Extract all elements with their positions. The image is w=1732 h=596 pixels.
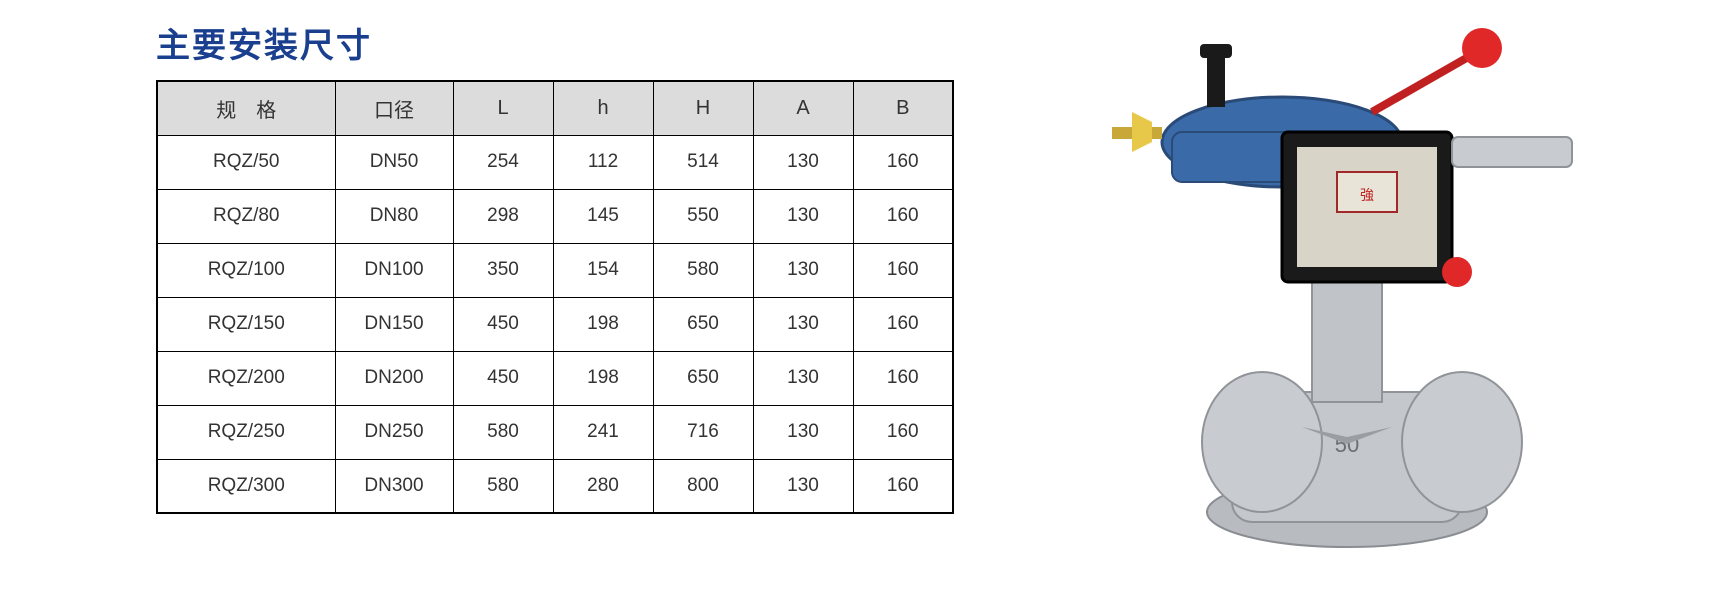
cell-B: 160 xyxy=(853,297,953,351)
cell-spec: RQZ/50 xyxy=(157,135,335,189)
cell-A: 130 xyxy=(753,135,853,189)
cell-B: 160 xyxy=(853,243,953,297)
table-row: RQZ/50 DN50 254 112 514 130 160 xyxy=(157,135,953,189)
section-title: 主要安装尺寸 xyxy=(156,18,372,67)
header-H-cap: H xyxy=(653,81,753,135)
header-A: A xyxy=(753,81,853,135)
header-dn: 口径 xyxy=(335,81,453,135)
cell-B: 160 xyxy=(853,351,953,405)
cell-h: 280 xyxy=(553,459,653,513)
cell-dn: DN150 xyxy=(335,297,453,351)
table-row: RQZ/200 DN200 450 198 650 130 160 xyxy=(157,351,953,405)
header-L: L xyxy=(453,81,553,135)
product-image-container: 50 強 xyxy=(1112,12,1582,572)
cell-L: 450 xyxy=(453,297,553,351)
table-body: RQZ/50 DN50 254 112 514 130 160 RQZ/80 D… xyxy=(157,135,953,513)
cell-L: 450 xyxy=(453,351,553,405)
cell-h: 112 xyxy=(553,135,653,189)
cell-L: 580 xyxy=(453,459,553,513)
table-row: RQZ/100 DN100 350 154 580 130 160 xyxy=(157,243,953,297)
cell-L: 254 xyxy=(453,135,553,189)
header-B: B xyxy=(853,81,953,135)
cell-spec: RQZ/300 xyxy=(157,459,335,513)
cell-h: 198 xyxy=(553,351,653,405)
cell-spec: RQZ/200 xyxy=(157,351,335,405)
cell-B: 160 xyxy=(853,459,953,513)
table-row: RQZ/80 DN80 298 145 550 130 160 xyxy=(157,189,953,243)
table-row: RQZ/300 DN300 580 280 800 130 160 xyxy=(157,459,953,513)
cell-B: 160 xyxy=(853,135,953,189)
cell-A: 130 xyxy=(753,351,853,405)
cell-H: 800 xyxy=(653,459,753,513)
cell-B: 160 xyxy=(853,405,953,459)
cell-dn: DN100 xyxy=(335,243,453,297)
cell-spec: RQZ/150 xyxy=(157,297,335,351)
cell-A: 130 xyxy=(753,189,853,243)
cell-H: 716 xyxy=(653,405,753,459)
cell-dn: DN200 xyxy=(335,351,453,405)
dimensions-table: 规 格 口径 L h H A B RQZ/50 DN50 254 112 514… xyxy=(156,80,954,514)
table-row: RQZ/250 DN250 580 241 716 130 160 xyxy=(157,405,953,459)
header-h: h xyxy=(553,81,653,135)
cell-L: 350 xyxy=(453,243,553,297)
header-spec: 规 格 xyxy=(157,81,335,135)
cell-H: 650 xyxy=(653,297,753,351)
cell-dn: DN300 xyxy=(335,459,453,513)
cell-B: 160 xyxy=(853,189,953,243)
cell-h: 241 xyxy=(553,405,653,459)
cell-h: 154 xyxy=(553,243,653,297)
table-header-row: 规 格 口径 L h H A B xyxy=(157,81,953,135)
cell-A: 130 xyxy=(753,243,853,297)
cell-H: 514 xyxy=(653,135,753,189)
cell-L: 298 xyxy=(453,189,553,243)
cell-H: 580 xyxy=(653,243,753,297)
cell-spec: RQZ/250 xyxy=(157,405,335,459)
cell-h: 145 xyxy=(553,189,653,243)
dimensions-table-container: 规 格 口径 L h H A B RQZ/50 DN50 254 112 514… xyxy=(156,80,954,514)
cell-A: 130 xyxy=(753,297,853,351)
cell-spec: RQZ/80 xyxy=(157,189,335,243)
cell-dn: DN80 xyxy=(335,189,453,243)
cell-spec: RQZ/100 xyxy=(157,243,335,297)
cell-A: 130 xyxy=(753,459,853,513)
svg-text:強: 強 xyxy=(1360,187,1374,203)
cell-H: 550 xyxy=(653,189,753,243)
cell-L: 580 xyxy=(453,405,553,459)
product-valve-illustration: 50 強 xyxy=(1112,12,1582,572)
cell-dn: DN250 xyxy=(335,405,453,459)
table-row: RQZ/150 DN150 450 198 650 130 160 xyxy=(157,297,953,351)
cell-dn: DN50 xyxy=(335,135,453,189)
cell-h: 198 xyxy=(553,297,653,351)
cell-A: 130 xyxy=(753,405,853,459)
cell-H: 650 xyxy=(653,351,753,405)
